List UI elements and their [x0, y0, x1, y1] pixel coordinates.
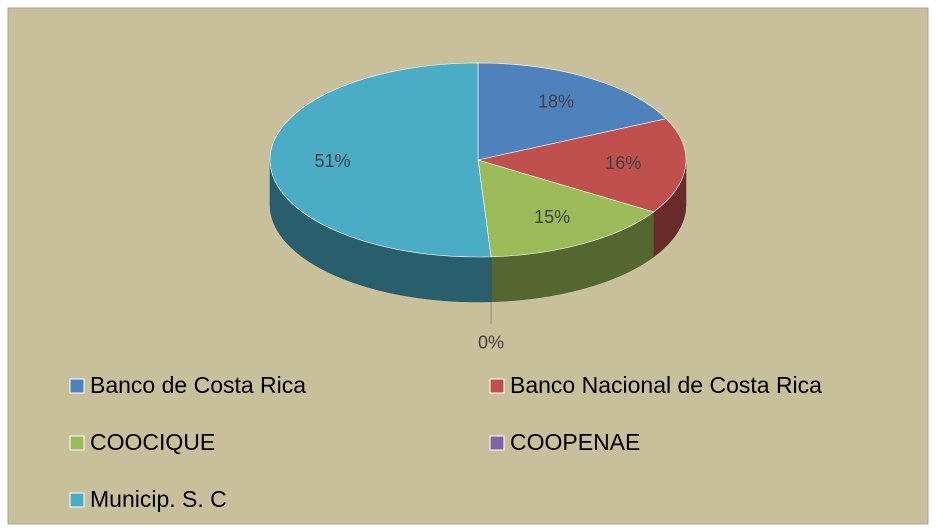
legend-swatch: [489, 378, 505, 394]
data-label: 16%: [605, 153, 641, 173]
data-label: 51%: [314, 151, 350, 171]
data-label: 15%: [534, 207, 570, 227]
pie-slice: [477, 159, 655, 258]
data-label: 18%: [538, 91, 574, 111]
pie-slice: [477, 62, 667, 161]
legend-label: COOCIQUE: [90, 429, 215, 455]
legend-label: Municip. S. C: [90, 486, 227, 512]
pie-slice: [269, 62, 492, 258]
legend-label: Banco de Costa Rica: [90, 372, 306, 398]
pie-slice: [477, 118, 687, 213]
legend-swatch: [489, 435, 505, 451]
legend-swatch: [69, 435, 85, 451]
legend-label: COOPENAE: [510, 429, 640, 455]
legend-swatch: [69, 378, 85, 394]
legend-label: Banco Nacional de Costa Rica: [510, 372, 822, 398]
legend-swatch: [69, 492, 85, 508]
data-label: 0%: [478, 333, 504, 353]
